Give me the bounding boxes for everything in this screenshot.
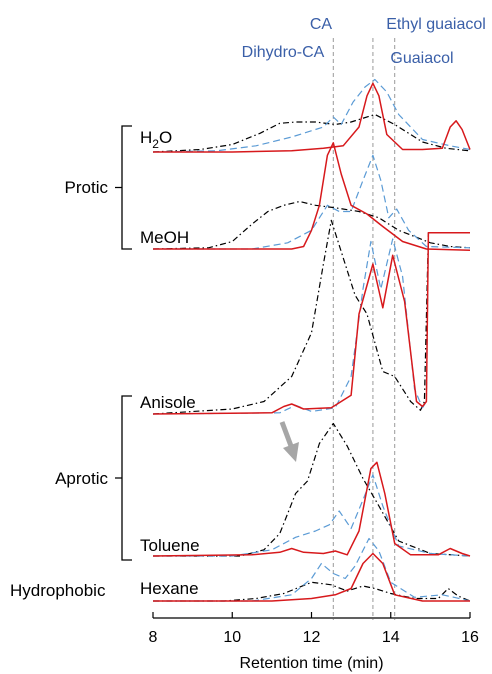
x-tick-label-10: 10 xyxy=(223,629,241,646)
x-tick-label-14: 14 xyxy=(382,629,400,646)
series-label-toluene: Toluene xyxy=(140,536,200,555)
meoh-red-trace xyxy=(153,142,471,252)
group-bracket-aprotic xyxy=(115,395,132,561)
ref-label-ethyl-guaiacol: Ethyl guaiacol xyxy=(386,16,486,33)
x-tick-label-8: 8 xyxy=(149,629,158,646)
series-hexane xyxy=(153,537,471,602)
meoh-blue-trace xyxy=(153,154,471,250)
group-protic: Protic xyxy=(65,125,132,250)
reference-lines: CA Dihydro-CA Ethyl guaiacol Guaiacol xyxy=(242,16,486,620)
hexane-blue-trace xyxy=(153,537,471,602)
hexane-black-trace xyxy=(153,581,471,602)
group-label-aprotic: Aprotic xyxy=(55,469,108,488)
group-label-protic: Protic xyxy=(65,178,109,197)
h2o-red-trace xyxy=(153,82,471,153)
group-label-hydrophobic: Hydrophobic xyxy=(10,581,106,600)
annotations xyxy=(279,421,299,462)
x-axis-title: Retention time (min) xyxy=(239,655,383,672)
series-label-meoh: MeOH xyxy=(140,228,189,247)
x-tick-label-16: 16 xyxy=(461,629,479,646)
toluene-red-trace xyxy=(152,461,471,557)
group-bracket-protic xyxy=(115,125,132,250)
series-toluene xyxy=(152,422,471,557)
ref-label-dihydro-ca: Dihydro-CA xyxy=(242,44,325,61)
meoh-black-trace xyxy=(152,200,471,250)
ref-label-guaiacol: Guaiacol xyxy=(390,50,453,67)
group-aprotic: Aprotic xyxy=(55,395,132,561)
x-tick-label-12: 12 xyxy=(303,629,321,646)
shift-arrow-shaft xyxy=(279,421,294,447)
shift-arrow-icon xyxy=(283,442,299,462)
toluene-blue-trace xyxy=(153,474,471,557)
anisole-red-trace xyxy=(152,232,470,415)
x-axis: 8 10 12 14 16 Retention time (min) xyxy=(149,612,479,672)
series-h2o xyxy=(152,78,471,153)
solvent-groups: Protic Aprotic Hydrophobic xyxy=(10,125,132,600)
h2o-blue-trace xyxy=(152,78,471,153)
anisole-blue-trace xyxy=(152,232,470,415)
series-labels: H2O MeOH Anisole Toluene Hexane xyxy=(140,128,200,598)
toluene-black-trace xyxy=(153,422,471,557)
ref-label-ca: CA xyxy=(310,16,333,33)
series-label-h2o: H2O xyxy=(140,128,172,151)
h2o-black-trace xyxy=(152,113,471,153)
chromatogram-traces xyxy=(152,78,471,602)
series-label-anisole: Anisole xyxy=(140,393,196,412)
series-label-hexane: Hexane xyxy=(140,579,199,598)
hexane-red-trace xyxy=(153,552,470,602)
series-meoh xyxy=(152,142,471,252)
series-anisole xyxy=(152,219,470,415)
